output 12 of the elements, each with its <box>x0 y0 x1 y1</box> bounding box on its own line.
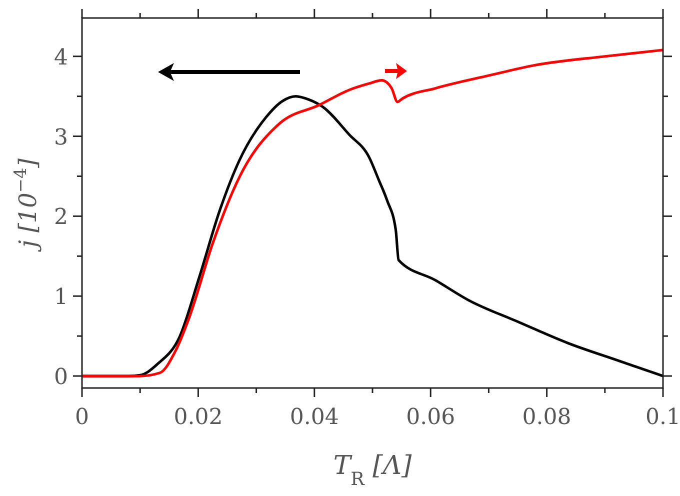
x-tick-label: 0.02 <box>174 405 223 430</box>
y-tick-label: 4 <box>54 45 68 70</box>
y-tick-label: 3 <box>54 125 68 150</box>
x-tick-label: 0 <box>75 405 89 430</box>
x-tick-label: 0.08 <box>522 405 572 430</box>
y-tick-label: 2 <box>54 205 68 230</box>
x-axis-title: T$_{R}$ [Λ] <box>333 451 413 490</box>
y-tick-label: 0 <box>54 365 68 390</box>
y-tick-label: 1 <box>54 285 68 310</box>
x-tick-label: 0.06 <box>406 405 456 430</box>
x-tick-label: 0.04 <box>290 405 339 430</box>
x-tick-label: 0.1 <box>646 405 680 430</box>
